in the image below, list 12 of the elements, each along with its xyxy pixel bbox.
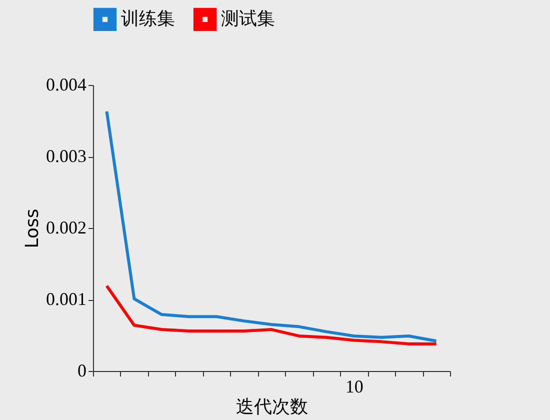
legend-label: 测试集 — [221, 8, 275, 30]
y-tick-label: 0 — [78, 360, 86, 380]
y-axis-title: Loss — [22, 208, 43, 248]
x-tick-label: 10 — [345, 376, 364, 396]
y-tick-label: 0.003 — [46, 146, 86, 166]
y-tick-label: 0.004 — [46, 74, 86, 94]
legend-label: 训练集 — [121, 8, 175, 30]
x-axis-title: 迭代次数 — [236, 396, 308, 418]
y-tick-label: 0.001 — [46, 289, 86, 309]
line-series — [105, 110, 438, 342]
y-tick-label: 0.002 — [46, 218, 86, 238]
line-series — [105, 284, 438, 346]
